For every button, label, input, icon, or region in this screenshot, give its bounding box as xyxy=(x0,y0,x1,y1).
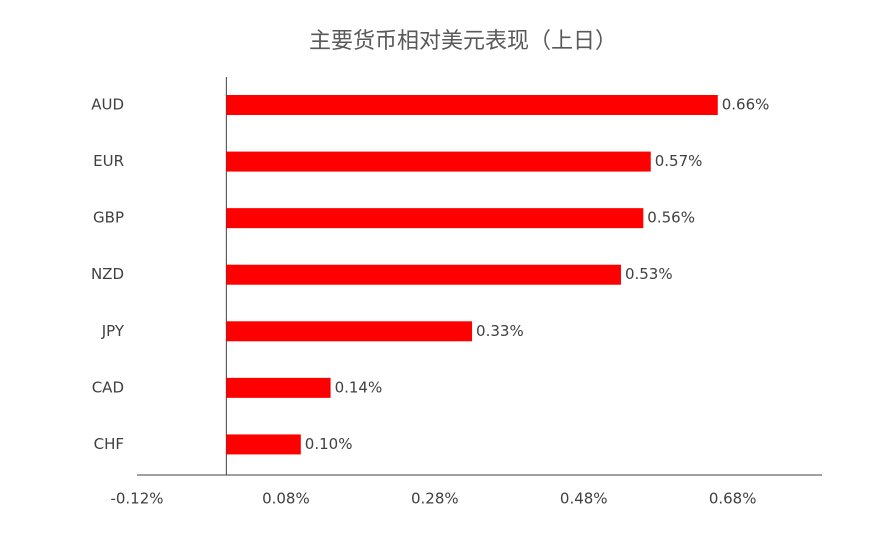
y-tick-label: EUR xyxy=(93,152,124,170)
data-label: 0.57% xyxy=(655,152,703,170)
data-label: 0.66% xyxy=(722,96,770,114)
y-tick-label: JPY xyxy=(101,322,125,340)
data-label: 0.14% xyxy=(335,378,383,396)
bar xyxy=(226,264,621,285)
y-tick-label: GBP xyxy=(93,209,124,227)
x-tick-label: -0.12% xyxy=(110,490,163,508)
bar xyxy=(226,434,301,455)
y-tick-label: CAD xyxy=(92,378,124,396)
x-tick-label: 0.28% xyxy=(411,490,459,508)
bar xyxy=(226,208,644,229)
x-tick-label: 0.68% xyxy=(709,490,757,508)
y-tick-label: NZD xyxy=(91,265,124,283)
data-label: 0.33% xyxy=(476,322,524,340)
bar xyxy=(226,95,718,115)
bar xyxy=(226,151,651,172)
bar xyxy=(226,377,331,398)
bar xyxy=(226,321,473,342)
data-label: 0.56% xyxy=(647,209,695,227)
y-tick-label: CHF xyxy=(94,435,124,453)
data-label: 0.53% xyxy=(625,265,673,283)
x-tick-label: 0.48% xyxy=(560,490,608,508)
y-tick-label: AUD xyxy=(91,96,124,114)
x-tick-label: 0.08% xyxy=(262,490,310,508)
data-label: 0.10% xyxy=(305,435,353,453)
chart-title: 主要货币相对美元表现（上日） xyxy=(309,29,617,54)
